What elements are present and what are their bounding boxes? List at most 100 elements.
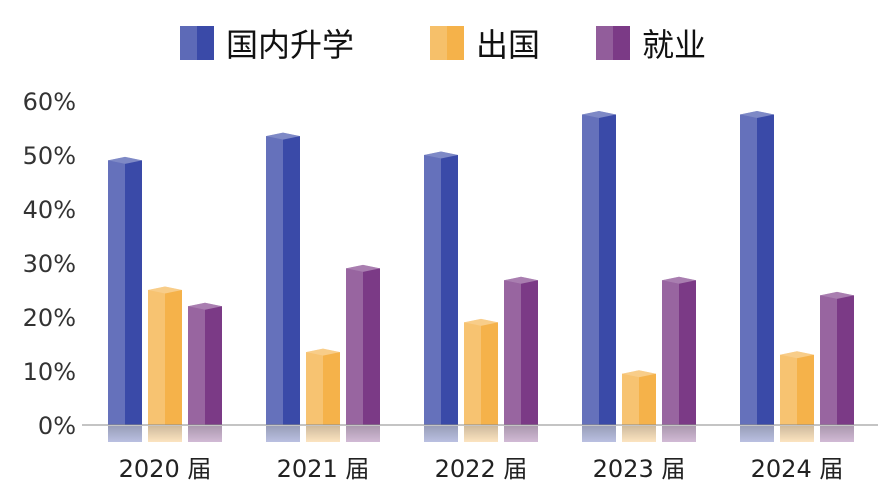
- bar-face-left: [346, 268, 363, 425]
- y-tick-label-40%: 40%: [23, 196, 76, 224]
- legend-item-就业: 就业: [596, 26, 706, 64]
- bar-face-right: [125, 160, 142, 425]
- bar-top-cap-shine: [306, 348, 340, 356]
- bar-highlight: [662, 280, 679, 425]
- bar-reflection-fade: [346, 426, 380, 442]
- bar-reflection-fade: [740, 426, 774, 442]
- bar-face-left: [740, 114, 757, 425]
- bar-reflection-fade: [424, 426, 458, 442]
- bar-reflection-fade: [108, 426, 142, 442]
- bar-face-left: [424, 155, 441, 425]
- legend-swatch: [430, 26, 464, 60]
- bar-top-cap-shine: [266, 132, 300, 140]
- bar-highlight: [148, 290, 165, 425]
- bar-face-right: [639, 373, 656, 425]
- bar-face-right: [481, 322, 498, 425]
- bar-top-cap: [780, 351, 814, 359]
- bar-国内升学-2022-届: [424, 151, 458, 442]
- bar-highlight: [108, 160, 125, 425]
- legend-swatch: [596, 26, 630, 60]
- x-tick-label-2022-届: 2022 届: [435, 455, 528, 483]
- legend-item-国内升学: 国内升学: [180, 26, 354, 64]
- bar-top-cap-shine: [582, 111, 616, 118]
- bar-highlight: [582, 114, 599, 425]
- bar-top-cap-shine: [188, 302, 222, 310]
- bar-face-left: [464, 322, 481, 425]
- bar-highlight: [346, 268, 363, 425]
- bar-reflection-fade: [148, 426, 182, 442]
- bar-top-cap: [820, 291, 854, 299]
- bar-top-cap-shine: [820, 291, 854, 299]
- bar-top-cap: [662, 276, 696, 284]
- bar-top-cap-shine: [622, 370, 656, 378]
- bar-face-left: [188, 306, 205, 425]
- x-tick-label-2023-届: 2023 届: [593, 455, 686, 483]
- legend-label: 就业: [642, 26, 706, 64]
- legend-label: 出国: [476, 26, 540, 64]
- bar-reflection-fade: [662, 426, 696, 442]
- y-tick-label-60%: 60%: [23, 88, 76, 116]
- bar-highlight: [780, 354, 797, 425]
- bar-top-cap: [188, 302, 222, 310]
- bar-face-left: [266, 136, 283, 425]
- bar-出国-2023-届: [622, 370, 656, 442]
- bar-face-right: [521, 280, 538, 425]
- y-tick-label-20%: 20%: [23, 304, 76, 332]
- y-tick-label-0%: 0%: [38, 412, 76, 440]
- bar-top-cap: [306, 348, 340, 356]
- bar-highlight: [306, 352, 323, 425]
- bar-face-left: [662, 280, 679, 425]
- bar-reflection-fade: [582, 426, 616, 442]
- bar-reflection-fade: [266, 426, 300, 442]
- bar-face-left: [780, 354, 797, 425]
- bar-top-cap: [464, 318, 498, 326]
- bars: [108, 111, 854, 442]
- bar-top-cap-shine: [148, 286, 182, 294]
- y-tick-label-30%: 30%: [23, 250, 76, 278]
- bar-face-right: [363, 268, 380, 425]
- bar-出国-2022-届: [464, 318, 498, 442]
- bar-就业-2020-届: [188, 302, 222, 442]
- x-tick-label-2021-届: 2021 届: [277, 455, 370, 483]
- x-tick-label-2024-届: 2024 届: [751, 455, 844, 483]
- bar-top-cap-shine: [504, 276, 538, 284]
- bar-top-cap-shine: [464, 318, 498, 326]
- bar-国内升学-2024-届: [740, 111, 774, 442]
- legend-label: 国内升学: [226, 26, 354, 64]
- bar-就业-2024-届: [820, 291, 854, 442]
- bar-top-cap: [108, 156, 142, 164]
- bar-highlight: [740, 114, 757, 425]
- bar-reflection-fade: [820, 426, 854, 442]
- bar-highlight: [504, 280, 521, 425]
- bar-face-left: [306, 352, 323, 425]
- bar-highlight: [622, 373, 639, 425]
- bar-face-right: [323, 352, 340, 425]
- bar-face-right: [837, 295, 854, 425]
- bar-top-cap-shine: [108, 156, 142, 164]
- bar-top-cap: [424, 151, 458, 159]
- x-axis: 2020 届 2021 届 2022 届 2023 届 2024 届: [119, 455, 844, 483]
- bar-出国-2024-届: [780, 351, 814, 442]
- bar-top-cap-shine: [424, 151, 458, 159]
- bar-highlight: [820, 295, 837, 425]
- bar-国内升学-2023-届: [582, 111, 616, 442]
- bar-top-cap: [346, 264, 380, 272]
- bar-top-cap: [504, 276, 538, 284]
- bar-face-left: [504, 280, 521, 425]
- y-axis: 0% 10% 20% 30% 40% 50% 60%: [23, 88, 76, 440]
- bar-highlight: [266, 136, 283, 425]
- bar-就业-2022-届: [504, 276, 538, 442]
- legend-swatch-shine: [180, 26, 197, 60]
- bar-reflection-fade: [504, 426, 538, 442]
- bar-face-right: [757, 114, 774, 425]
- bar-top-cap-shine: [662, 276, 696, 284]
- bar-face-left: [148, 290, 165, 425]
- bar-top-cap-shine: [780, 351, 814, 359]
- bar-top-cap: [622, 370, 656, 378]
- bar-face-right: [797, 354, 814, 425]
- bar-face-right: [441, 155, 458, 425]
- bar-face-left: [820, 295, 837, 425]
- bar-face-right: [283, 136, 300, 425]
- bar-top-cap-shine: [346, 264, 380, 272]
- bar-highlight: [464, 322, 481, 425]
